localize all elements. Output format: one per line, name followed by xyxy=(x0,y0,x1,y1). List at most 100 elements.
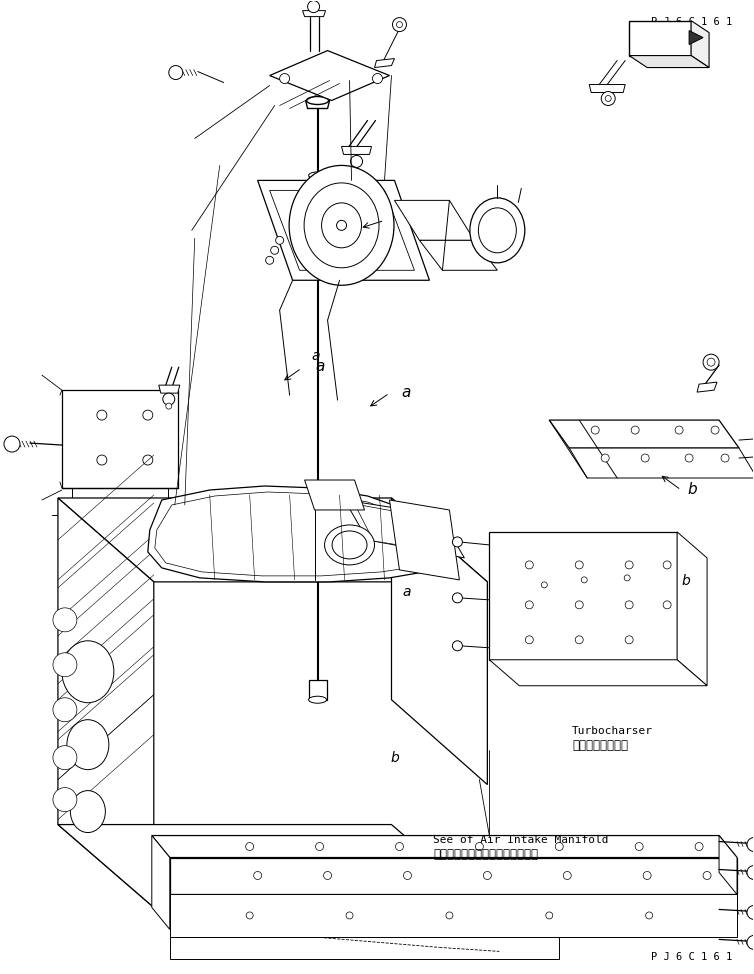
Ellipse shape xyxy=(308,696,326,703)
Circle shape xyxy=(707,358,715,366)
Circle shape xyxy=(308,1,320,13)
Circle shape xyxy=(575,636,584,644)
Circle shape xyxy=(4,436,20,452)
Circle shape xyxy=(446,912,453,918)
Circle shape xyxy=(246,912,253,918)
Text: a: a xyxy=(401,385,411,399)
Circle shape xyxy=(703,872,711,880)
Circle shape xyxy=(747,906,754,919)
Polygon shape xyxy=(170,857,737,894)
Circle shape xyxy=(563,872,572,880)
Polygon shape xyxy=(148,486,444,581)
Text: a: a xyxy=(316,358,325,374)
Polygon shape xyxy=(62,391,178,488)
Ellipse shape xyxy=(67,720,109,769)
Circle shape xyxy=(625,636,633,644)
Polygon shape xyxy=(689,30,703,45)
Circle shape xyxy=(452,537,462,547)
Ellipse shape xyxy=(308,202,326,208)
Polygon shape xyxy=(159,385,179,393)
Circle shape xyxy=(555,843,563,850)
Polygon shape xyxy=(270,51,390,100)
Circle shape xyxy=(675,426,683,434)
Polygon shape xyxy=(489,659,707,686)
Circle shape xyxy=(163,393,175,405)
Circle shape xyxy=(747,866,754,880)
Circle shape xyxy=(581,577,587,582)
Circle shape xyxy=(253,872,262,880)
Polygon shape xyxy=(270,190,415,270)
Polygon shape xyxy=(677,532,707,686)
Polygon shape xyxy=(345,500,464,558)
Polygon shape xyxy=(390,500,459,580)
Polygon shape xyxy=(697,382,717,393)
Circle shape xyxy=(643,872,651,880)
Polygon shape xyxy=(155,492,433,576)
Circle shape xyxy=(631,426,639,434)
Circle shape xyxy=(526,601,533,609)
Polygon shape xyxy=(629,20,691,56)
Circle shape xyxy=(645,912,653,918)
Polygon shape xyxy=(569,448,754,478)
Polygon shape xyxy=(170,894,737,937)
Circle shape xyxy=(721,454,729,462)
Polygon shape xyxy=(419,241,498,270)
Circle shape xyxy=(169,65,182,80)
Polygon shape xyxy=(58,825,487,908)
Ellipse shape xyxy=(332,531,367,559)
Ellipse shape xyxy=(70,791,106,833)
Circle shape xyxy=(53,746,77,769)
Circle shape xyxy=(591,426,599,434)
Circle shape xyxy=(323,872,332,880)
Circle shape xyxy=(747,838,754,851)
Text: P J 6 C 1 6 1: P J 6 C 1 6 1 xyxy=(651,17,733,27)
Polygon shape xyxy=(589,85,625,93)
Text: a: a xyxy=(402,585,411,599)
Ellipse shape xyxy=(321,203,361,247)
Polygon shape xyxy=(152,836,737,857)
Polygon shape xyxy=(354,504,453,554)
Circle shape xyxy=(747,935,754,950)
Circle shape xyxy=(336,220,347,230)
Circle shape xyxy=(703,355,719,370)
Circle shape xyxy=(53,653,77,677)
Circle shape xyxy=(397,21,403,27)
Circle shape xyxy=(166,403,172,409)
Circle shape xyxy=(546,912,553,918)
Circle shape xyxy=(526,561,533,569)
Polygon shape xyxy=(152,836,170,929)
Circle shape xyxy=(97,410,107,420)
Circle shape xyxy=(276,237,284,244)
Circle shape xyxy=(351,156,363,168)
Circle shape xyxy=(53,608,77,632)
Text: ターボチャージャ: ターボチャージャ xyxy=(572,739,628,752)
Circle shape xyxy=(625,561,633,569)
Circle shape xyxy=(316,843,323,850)
Circle shape xyxy=(605,95,611,101)
Polygon shape xyxy=(58,498,487,581)
Circle shape xyxy=(246,843,253,850)
Circle shape xyxy=(271,246,279,254)
Circle shape xyxy=(641,454,649,462)
Circle shape xyxy=(541,581,547,588)
Circle shape xyxy=(452,593,462,603)
Text: See of Air Intake Manifold: See of Air Intake Manifold xyxy=(433,835,608,845)
Text: P J 6 C 1 6 1: P J 6 C 1 6 1 xyxy=(651,953,732,962)
Polygon shape xyxy=(305,100,329,108)
Polygon shape xyxy=(258,180,430,281)
Circle shape xyxy=(452,641,462,651)
Circle shape xyxy=(265,256,274,264)
Circle shape xyxy=(663,601,671,609)
Circle shape xyxy=(483,872,492,880)
Polygon shape xyxy=(719,836,737,894)
Polygon shape xyxy=(308,175,326,206)
Polygon shape xyxy=(391,498,487,785)
Text: b: b xyxy=(390,751,399,766)
Circle shape xyxy=(97,455,107,465)
Circle shape xyxy=(601,454,609,462)
Polygon shape xyxy=(308,680,326,699)
Ellipse shape xyxy=(324,525,375,565)
Circle shape xyxy=(475,843,483,850)
Text: エアーインテークマニホルド参照: エアーインテークマニホルド参照 xyxy=(433,848,538,861)
Polygon shape xyxy=(58,498,154,908)
